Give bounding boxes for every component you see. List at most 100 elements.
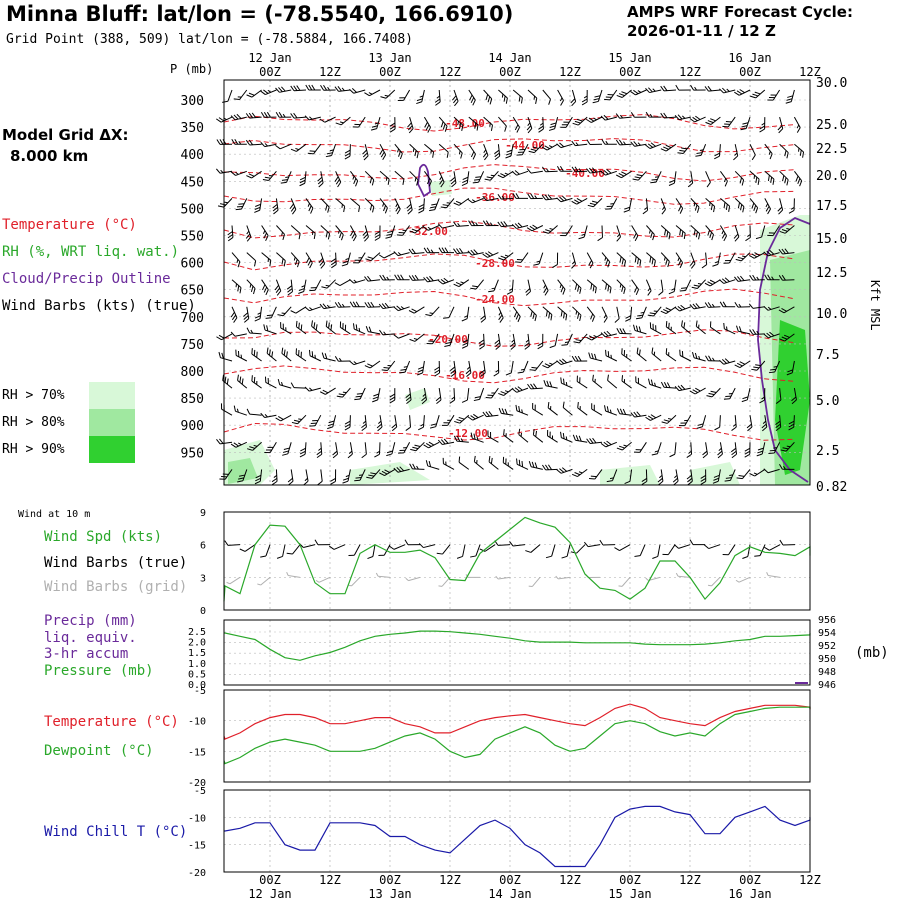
upper-wind-barb-443 [435, 388, 442, 405]
upper-wind-barb-366 [444, 333, 455, 347]
upper-wind-barb-568 [541, 464, 558, 471]
upper-wind-barb-300 [631, 279, 640, 296]
upper-wind-barb-493 [591, 403, 603, 416]
upper-wind-barb-393 [266, 347, 277, 362]
upper-wind-barb-567 [528, 461, 543, 470]
upper-wind-barb-396 [308, 349, 322, 362]
upper-wind-barb-440 [389, 388, 396, 404]
wind10-barb-true-28 [614, 544, 631, 551]
upper-wind-barb-320 [334, 302, 351, 308]
upper-wind-barb-206 [385, 225, 396, 239]
upper-wind-barb-87 [362, 144, 369, 161]
upper-wind-barb-510 [264, 442, 277, 454]
wind10-barb-true-34 [703, 544, 721, 550]
precip-ytick-2: 1.5 [188, 648, 206, 659]
upper-wind-barb-37 [767, 89, 781, 101]
top-hour-label-7: 12Z [679, 65, 701, 79]
upper-wind-barb-427 [768, 360, 781, 374]
legend-cloud-outline: Cloud/Precip Outline [2, 271, 171, 287]
wind10-barb-grid-38 [766, 572, 781, 578]
pressure-ytick-3: 950 [818, 654, 836, 665]
upper-wind-barb-479 [391, 415, 398, 432]
upper-wind-barb-344 [689, 303, 706, 310]
upper-wind-barb-461 [689, 387, 706, 395]
wind10-barb-true-37 [754, 544, 766, 557]
upper-wind-barb-104 [601, 138, 617, 145]
upper-wind-barb-375 [573, 333, 588, 344]
upper-wind-barb-498 [661, 414, 677, 424]
upper-wind-barb-254 [515, 252, 529, 263]
upper-wind-barb-553 [330, 469, 337, 485]
upper-wind-barb-338 [614, 306, 620, 323]
wind10-barb-grid-24 [555, 575, 571, 580]
pressure-tick-9: 750 [181, 338, 204, 353]
wind10-barb-true-23 [545, 544, 556, 559]
upper-wind-barb-85 [325, 144, 337, 158]
bottom-hour-label-3: 12Z [439, 873, 461, 887]
upper-wind-barb-61 [548, 116, 559, 131]
upper-wind-barb-283 [364, 275, 381, 282]
rh-legend-80-swatch [89, 409, 135, 436]
upper-wind-barb-41 [245, 112, 262, 119]
upper-wind-barb-273 [231, 279, 242, 294]
upper-wind-barb-521 [423, 441, 440, 449]
upper-wind-barb-102 [571, 140, 588, 147]
upper-wind-barb-149 [705, 171, 711, 188]
wind10-barb-grid-12 [375, 572, 391, 578]
rh-legend-90-label: RH > 90% [2, 442, 65, 457]
temperature-contour-6 [223, 288, 795, 307]
upper-wind-barb-136 [497, 170, 514, 179]
wind-ytick-2: 3 [200, 573, 206, 584]
upper-wind-barb-560 [425, 460, 440, 470]
wind10-barb-true-36 [742, 544, 751, 559]
wind-speed-series-0 [223, 516, 811, 602]
upper-wind-barb-575 [657, 469, 664, 486]
upper-wind-barb-580 [724, 469, 736, 482]
upper-wind-barb-187 [690, 198, 700, 213]
cloud-outline-upper [417, 163, 431, 198]
upper-wind-barb-8 [334, 86, 351, 92]
upper-wind-barb-123 [317, 171, 324, 188]
upper-wind-barb-179 [556, 195, 573, 203]
rh-shade-area-7 [405, 388, 430, 410]
height-tick-9: 5.0 [816, 394, 839, 409]
pressure-ytick-0: 956 [818, 615, 836, 626]
upper-wind-barb-99 [528, 143, 544, 154]
wind10-barb-true-38 [764, 544, 781, 551]
temp-panel-frame [223, 689, 811, 783]
upper-wind-barb-465 [759, 388, 766, 404]
upper-wind-barb-547 [237, 469, 248, 483]
upper-wind-barb-525 [487, 430, 499, 443]
upper-wind-barb-264 [675, 252, 684, 269]
series-lines-layer [223, 516, 811, 868]
precip-ytick-4: 0.5 [188, 669, 206, 680]
bottom-hour-label-7: 12Z [679, 873, 701, 887]
pressure-tick-6: 600 [181, 257, 204, 272]
upper-wind-barb-184 [642, 198, 649, 215]
rh-shade-area-6 [430, 180, 452, 196]
upper-wind-barb-272 [778, 248, 795, 255]
upper-wind-barb-433 [277, 378, 292, 389]
upper-wind-barb-14 [434, 89, 441, 106]
wind-ytick-3: 0 [200, 606, 206, 617]
temperature-contour-label-7: -20.00 [428, 333, 468, 346]
upper-wind-barb-73 [722, 116, 736, 128]
upper-wind-barb-386 [736, 325, 751, 335]
temperature-contour-label-1: -44.00 [505, 139, 545, 152]
upper-wind-barb-313 [243, 306, 250, 323]
precip-ytick-1: 2.0 [188, 638, 206, 649]
upper-wind-barb-349 [763, 306, 780, 311]
temperature-contour-label-5: -28.00 [475, 257, 515, 270]
upper-wind-barb-238 [290, 252, 300, 268]
upper-wind-barb-352 [230, 331, 247, 337]
upper-wind-barb-110 [695, 144, 707, 157]
upper-wind-barb-540 [717, 442, 723, 459]
upper-wind-barb-126 [364, 170, 375, 186]
upper-wind-barb-329 [480, 306, 486, 323]
upper-wind-barb-92 [438, 143, 449, 158]
rh-legend-80-label: RH > 80% [2, 415, 65, 430]
upper-wind-barb-318 [304, 306, 321, 312]
upper-wind-barb-282 [349, 278, 366, 284]
top-hour-label-2: 00Z [379, 65, 401, 79]
